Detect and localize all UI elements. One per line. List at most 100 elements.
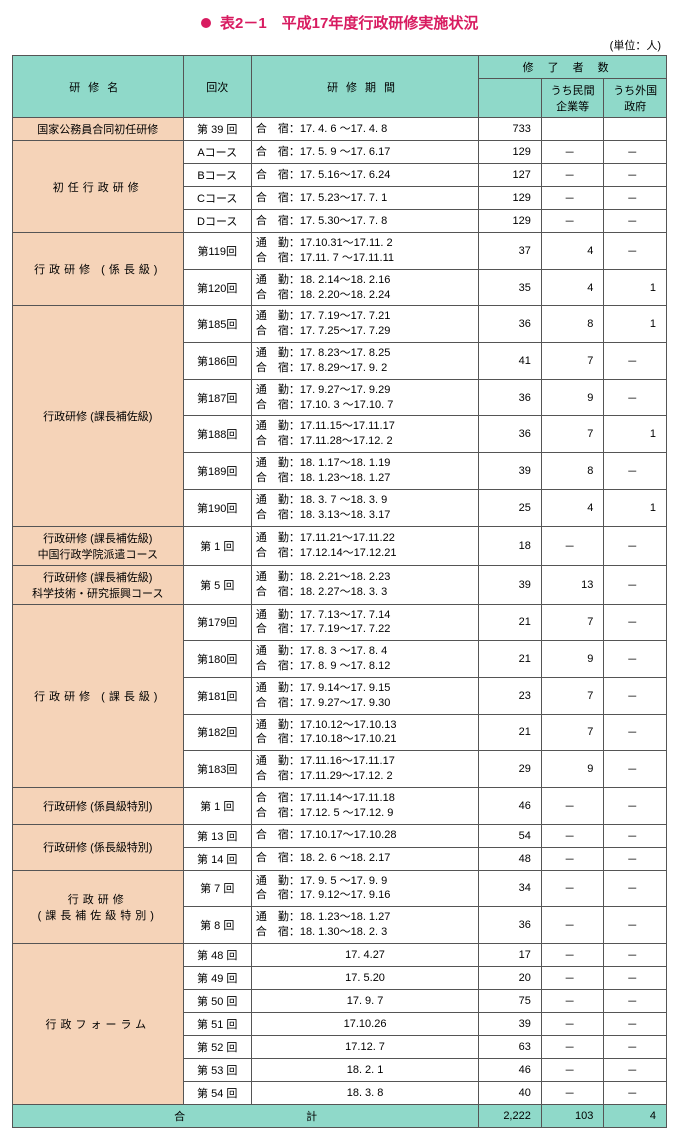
table-cell bbox=[604, 118, 667, 141]
table-row: 行政研修 (課長補佐級) 中国行政学院派遣コース第 1 回通 勤：17.11.2… bbox=[13, 526, 667, 565]
total-label: 合 計 bbox=[13, 1105, 479, 1128]
period-cell: 通 勤：17.11.21～17.11.22 合 宿：17.12.14～17.12… bbox=[251, 526, 478, 565]
table-cell: 129 bbox=[479, 141, 542, 164]
table-cell: － bbox=[604, 1082, 667, 1105]
table-cell: 4 bbox=[541, 269, 604, 306]
table-cell: 2,222 bbox=[479, 1105, 542, 1128]
period-cell: 17. 9. 7 bbox=[251, 990, 478, 1013]
session-cell: 第 13 回 bbox=[183, 824, 251, 847]
table-title-row: 表2－1 平成17年度行政研修実施状況 bbox=[12, 12, 667, 33]
period-cell: 18. 2. 1 bbox=[251, 1059, 478, 1082]
training-name-cell: 初任行政研修 bbox=[13, 141, 184, 233]
hdr-name: 研修名 bbox=[13, 56, 184, 118]
table-cell: 129 bbox=[479, 210, 542, 233]
table-cell: － bbox=[604, 847, 667, 870]
period-cell: 17.12. 7 bbox=[251, 1036, 478, 1059]
table-cell: － bbox=[541, 990, 604, 1013]
table-cell: － bbox=[604, 870, 667, 907]
table-cell: － bbox=[604, 379, 667, 416]
session-cell: 第183回 bbox=[183, 751, 251, 788]
table-cell: 18 bbox=[479, 526, 542, 565]
total-row: 合 計2,2221034 bbox=[13, 1105, 667, 1128]
table-body: 国家公務員合同初任研修第 39 回合 宿：17. 4. 6 ～17. 4. 87… bbox=[13, 118, 667, 1128]
period-cell: 通 勤：17. 9. 5 ～17. 9. 9 合 宿：17. 9.12～17. … bbox=[251, 870, 478, 907]
table-cell: － bbox=[541, 1036, 604, 1059]
table-cell: － bbox=[604, 141, 667, 164]
period-cell: 通 勤：18. 3. 7 ～18. 3. 9 合 宿：18. 3.13～18. … bbox=[251, 489, 478, 526]
table-cell: 4 bbox=[541, 233, 604, 270]
table-cell: 8 bbox=[541, 453, 604, 490]
table-cell: － bbox=[604, 343, 667, 380]
table-cell: － bbox=[541, 870, 604, 907]
table-row: 初任行政研修Aコース合 宿：17. 5. 9 ～17. 6.17129－－ bbox=[13, 141, 667, 164]
table-cell: － bbox=[604, 604, 667, 641]
table-cell: － bbox=[604, 565, 667, 604]
table-cell: － bbox=[541, 187, 604, 210]
session-cell: 第 39 回 bbox=[183, 118, 251, 141]
table-header: 研修名 回次 研修期間 修了者数 うち民間 企業等 うち外国 政府 bbox=[13, 56, 667, 118]
table-cell: － bbox=[541, 824, 604, 847]
table-cell: 17 bbox=[479, 944, 542, 967]
period-cell: 17. 5.20 bbox=[251, 967, 478, 990]
table-cell: － bbox=[604, 751, 667, 788]
table-cell: － bbox=[541, 944, 604, 967]
table-cell: 7 bbox=[541, 604, 604, 641]
table-cell: － bbox=[604, 677, 667, 714]
table-cell: 54 bbox=[479, 824, 542, 847]
session-cell: Aコース bbox=[183, 141, 251, 164]
table-cell: 1 bbox=[604, 306, 667, 343]
table-cell: 63 bbox=[479, 1036, 542, 1059]
table-row: 行政研修 (課長補佐級特別)第 7 回通 勤：17. 9. 5 ～17. 9. … bbox=[13, 870, 667, 907]
training-name-cell: 行政研修 (課長補佐級) bbox=[13, 306, 184, 526]
table-cell: － bbox=[604, 233, 667, 270]
training-name-cell: 国家公務員合同初任研修 bbox=[13, 118, 184, 141]
table-cell: 127 bbox=[479, 164, 542, 187]
table-cell: 36 bbox=[479, 907, 542, 944]
session-cell: 第 14 回 bbox=[183, 847, 251, 870]
table-row: 国家公務員合同初任研修第 39 回合 宿：17. 4. 6 ～17. 4. 87… bbox=[13, 118, 667, 141]
period-cell: 合 宿：17. 5.30～17. 7. 8 bbox=[251, 210, 478, 233]
session-cell: 第181回 bbox=[183, 677, 251, 714]
period-cell: 合 宿：17. 5. 9 ～17. 6.17 bbox=[251, 141, 478, 164]
unit-label: (単位：人) bbox=[12, 37, 667, 53]
table-cell: － bbox=[541, 141, 604, 164]
period-cell: 通 勤：17. 8.23～17. 8.25 合 宿：17. 8.29～17. 9… bbox=[251, 343, 478, 380]
table-cell: － bbox=[604, 453, 667, 490]
session-cell: 第186回 bbox=[183, 343, 251, 380]
table-cell: 39 bbox=[479, 1013, 542, 1036]
session-cell: 第 52 回 bbox=[183, 1036, 251, 1059]
table-cell: 103 bbox=[541, 1105, 604, 1128]
period-cell: 通 勤：18. 1.17～18. 1.19 合 宿：18. 1.23～18. 1… bbox=[251, 453, 478, 490]
training-name-cell: 行政研修 (課長級) bbox=[13, 604, 184, 787]
period-cell: 通 勤：17.10.31～17.11. 2 合 宿：17.11. 7 ～17.1… bbox=[251, 233, 478, 270]
session-cell: 第119回 bbox=[183, 233, 251, 270]
table-cell: 37 bbox=[479, 233, 542, 270]
period-cell: 通 勤：17. 7.19～17. 7.21 合 宿：17. 7.25～17. 7… bbox=[251, 306, 478, 343]
table-cell: 25 bbox=[479, 489, 542, 526]
session-cell: 第120回 bbox=[183, 269, 251, 306]
training-name-cell: 行政研修 (係員級特別) bbox=[13, 787, 184, 824]
table-cell: － bbox=[604, 164, 667, 187]
session-cell: 第 7 回 bbox=[183, 870, 251, 907]
table-cell: 40 bbox=[479, 1082, 542, 1105]
training-name-cell: 行政研修 (係長級) bbox=[13, 233, 184, 306]
period-cell: 17.10.26 bbox=[251, 1013, 478, 1036]
period-cell: 通 勤：18. 2.21～18. 2.23 合 宿：18. 2.27～18. 3… bbox=[251, 565, 478, 604]
table-cell: 7 bbox=[541, 343, 604, 380]
table-cell: 1 bbox=[604, 489, 667, 526]
table-cell: － bbox=[604, 1013, 667, 1036]
session-cell: 第185回 bbox=[183, 306, 251, 343]
session-cell: Bコース bbox=[183, 164, 251, 187]
table-cell: － bbox=[604, 526, 667, 565]
period-cell: 17. 4.27 bbox=[251, 944, 478, 967]
table-cell: 4 bbox=[604, 1105, 667, 1128]
table-cell: 21 bbox=[479, 604, 542, 641]
session-cell: 第 8 回 bbox=[183, 907, 251, 944]
table-cell: － bbox=[604, 907, 667, 944]
table-cell: 21 bbox=[479, 714, 542, 751]
table-cell: － bbox=[541, 1013, 604, 1036]
hdr-completed: 修了者数 bbox=[479, 56, 667, 79]
table-cell: 48 bbox=[479, 847, 542, 870]
table-row: 行政研修 (課長級)第179回通 勤：17. 7.13～17. 7.14 合 宿… bbox=[13, 604, 667, 641]
table-cell: 39 bbox=[479, 565, 542, 604]
